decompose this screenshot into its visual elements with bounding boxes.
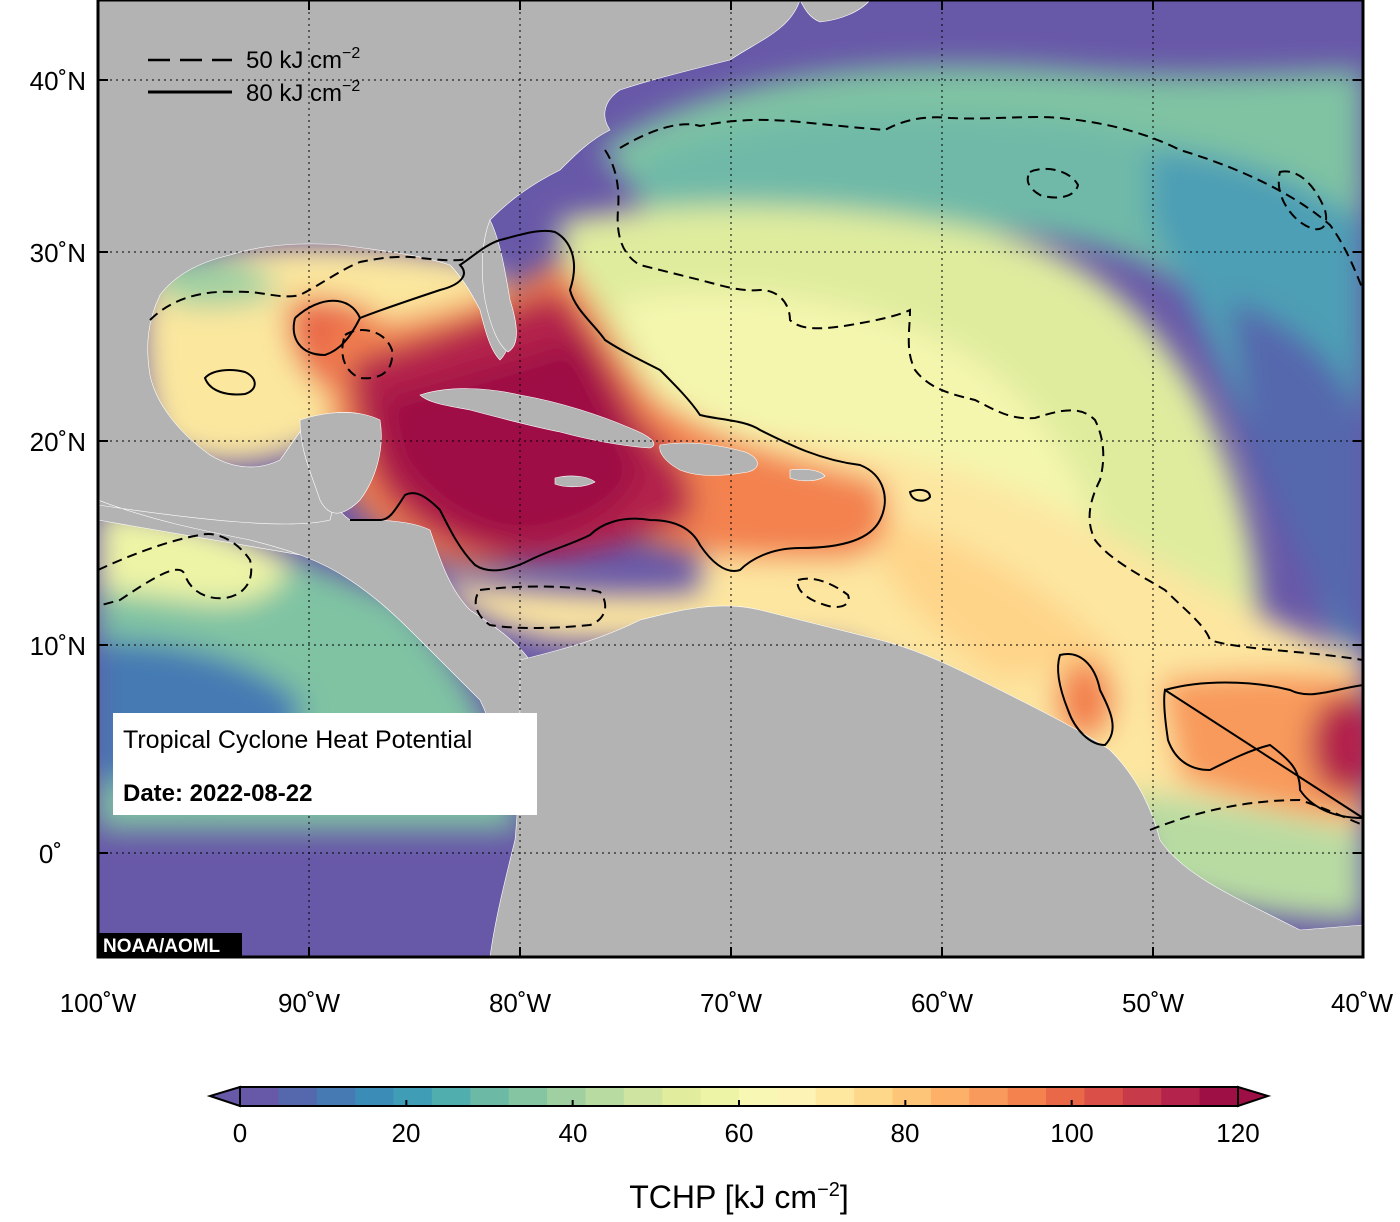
land-jamaica <box>554 475 596 488</box>
map-title: Tropical Cyclone Heat Potential <box>123 726 472 754</box>
colorbar-segment <box>355 1087 395 1106</box>
colorbar-segment <box>815 1087 855 1106</box>
cb-label-60: 60 <box>725 1118 754 1148</box>
land-puerto-rico <box>789 468 826 482</box>
colorbar-max-arrow <box>1237 1085 1272 1108</box>
land-cuba <box>419 388 655 449</box>
contour-legend: 50 kJ cm−2 80 kJ cm−2 <box>148 45 360 107</box>
contours <box>98 116 1363 831</box>
longitude-labels: 100˚W 90˚W 80˚W 70˚W 60˚W 50˚W 40˚W <box>60 988 1394 1018</box>
colorbar-segment <box>508 1087 548 1106</box>
contour-50-ring-a <box>1026 167 1080 199</box>
lat-label-10n: 10˚N <box>30 631 86 661</box>
contour-80-east-a <box>1057 653 1114 747</box>
cb-label-120: 120 <box>1216 1118 1259 1148</box>
contour-50-ring-c <box>796 577 850 608</box>
colorbar-segment <box>892 1087 932 1106</box>
colorbar-segment <box>1161 1087 1201 1106</box>
colorbar-ticks <box>239 1100 1239 1106</box>
colorbar-segment <box>547 1087 587 1106</box>
contour-80-east-b <box>1163 681 1363 820</box>
cb-label-100: 100 <box>1050 1118 1093 1148</box>
contour-80-windward-ring <box>908 488 932 502</box>
colorbar-segment <box>470 1087 510 1106</box>
lon-label-60w: 60˚W <box>911 988 974 1018</box>
colorbar-segment <box>1007 1087 1047 1106</box>
contour-50-gulf-ring <box>341 329 394 380</box>
colorbar-segment <box>240 1087 279 1106</box>
colorbar-segment <box>585 1087 625 1106</box>
colorbar-segment <box>393 1087 433 1106</box>
contour-50-gulf <box>149 255 471 321</box>
lon-label-90w: 90˚W <box>278 988 341 1018</box>
cb-label-80: 80 <box>891 1118 920 1148</box>
colorbar-segment <box>1046 1087 1086 1106</box>
contour-80-caribbean <box>294 229 886 572</box>
colorbar-segment <box>623 1087 663 1106</box>
legend-item-80: 80 kJ cm−2 <box>246 78 360 107</box>
colorbar-segment <box>700 1087 740 1106</box>
lat-label-20n: 20˚N <box>30 427 86 457</box>
contour-50-south-caribbean <box>474 585 607 630</box>
info-box: Tropical Cyclone Heat Potential Date: 20… <box>113 713 537 815</box>
land-florida <box>481 219 517 353</box>
colorbar-segment <box>1084 1087 1124 1106</box>
credit-badge: NOAA/AOML <box>98 933 242 957</box>
land-south-america <box>489 605 1363 957</box>
contour-50-subtropical <box>604 149 1363 661</box>
contour-80-gulf-blob <box>292 317 361 357</box>
colorbar-segment <box>431 1087 471 1106</box>
colorbar-segment <box>662 1087 702 1106</box>
lat-label-0: 0˚ <box>39 839 62 869</box>
lon-label-100w: 100˚W <box>60 988 137 1018</box>
contour-80-gulf-west <box>203 369 256 396</box>
colorbar-title: TCHP [kJ cm−2] <box>629 1179 849 1215</box>
latitude-labels: 40˚N 30˚N 20˚N 10˚N 0˚ <box>30 66 86 869</box>
cb-label-0: 0 <box>233 1118 247 1148</box>
contour-50-ring-b <box>1277 170 1328 231</box>
graticule <box>98 0 1363 957</box>
colorbar-segment <box>969 1087 1009 1106</box>
lat-label-30n: 30˚N <box>30 238 86 268</box>
tchp-field <box>98 64 1363 920</box>
colorbar-segment <box>854 1087 894 1106</box>
colorbar-segment <box>739 1087 778 1106</box>
legend-item-50: 50 kJ cm−2 <box>246 45 360 74</box>
colorbar-segments <box>240 1087 1239 1106</box>
lon-label-50w: 50˚W <box>1122 988 1185 1018</box>
colorbar-tick-labels: 0 20 40 60 80 100 120 <box>233 1118 1260 1148</box>
colorbar-min-arrow <box>206 1085 241 1108</box>
colorbar-segment <box>930 1087 970 1106</box>
land-yucatan <box>299 412 382 514</box>
colorbar-segment <box>316 1087 356 1106</box>
cb-label-20: 20 <box>392 1118 421 1148</box>
lon-label-80w: 80˚W <box>489 988 552 1018</box>
contour-50-north-arc <box>619 116 1363 291</box>
colorbar-segment <box>1199 1087 1239 1106</box>
land-masses <box>98 0 1363 957</box>
land-nova-scotia <box>799 0 871 23</box>
map-ticks <box>98 0 1363 957</box>
contour-50-sa-coast <box>1149 798 1363 831</box>
credit-text: NOAA/AOML <box>103 936 221 957</box>
land-hispaniola <box>659 442 758 476</box>
map-panel <box>98 0 1363 957</box>
lon-label-70w: 70˚W <box>700 988 763 1018</box>
cb-label-40: 40 <box>559 1118 588 1148</box>
map-date: Date: 2022-08-22 <box>123 780 312 807</box>
lon-label-40w: 40˚W <box>1331 988 1394 1018</box>
colorbar-segment <box>278 1087 318 1106</box>
colorbar-segment <box>1122 1087 1162 1106</box>
contour-50-pacific <box>98 533 253 607</box>
lat-label-40n: 40˚N <box>30 66 86 96</box>
colorbar-segment <box>777 1087 817 1106</box>
colorbar: 0 20 40 60 80 100 120 TCHP [kJ cm−2] <box>206 1085 1272 1215</box>
